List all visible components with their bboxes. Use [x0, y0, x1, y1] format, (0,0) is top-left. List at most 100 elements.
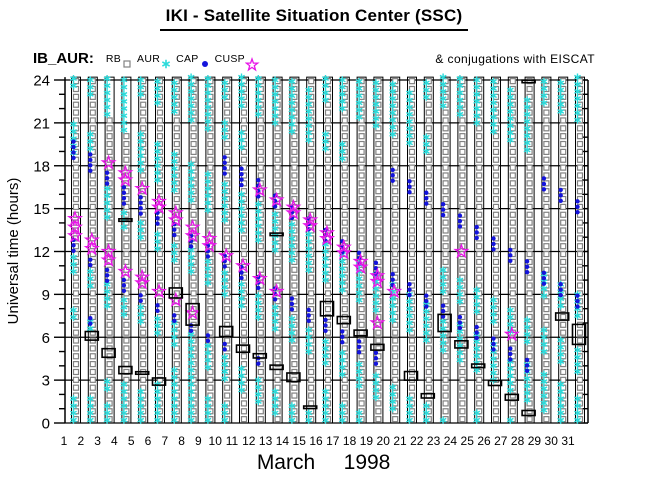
cap-markers — [256, 177, 261, 366]
day-column-22 — [420, 78, 436, 424]
aur-markers — [473, 76, 481, 424]
legend-item-cap: CAP — [176, 49, 213, 70]
day-label-13: 13 — [259, 434, 273, 448]
eiscat-conjugation-boxes — [470, 363, 486, 369]
cap-markers — [138, 195, 143, 304]
day-label-5: 5 — [128, 434, 135, 448]
y-tick-label: 18 — [33, 158, 50, 175]
cap-markers — [222, 155, 227, 352]
day-column-28 — [521, 78, 536, 423]
x-axis-labels: 1 2 3 4 5 6 7 8 9 10 11 12 13 14 15 16 17 18 19 20 21 22 23 24 2… — [61, 434, 575, 448]
cusp-markers — [184, 218, 201, 320]
day-column-7 — [167, 78, 184, 424]
eiscat-conjugation-boxes — [454, 340, 469, 349]
aur-markers — [187, 73, 195, 424]
cap-markers — [373, 260, 379, 366]
legend-label-cusp: CUSP — [214, 53, 245, 65]
cap-markers — [474, 224, 479, 341]
day-label-27: 27 — [494, 434, 508, 448]
cusp-markers — [453, 242, 470, 259]
day-label-10: 10 — [209, 434, 223, 448]
day-label-7: 7 — [161, 434, 168, 448]
aur-markers — [406, 89, 413, 424]
day-column-9 — [201, 74, 218, 424]
aur-markers — [221, 79, 229, 424]
eiscat-conjugation-boxes — [168, 287, 184, 299]
cusp-markers — [234, 257, 252, 273]
cusp-markers — [302, 211, 319, 233]
eiscat-conjugation-boxes — [437, 313, 452, 333]
cusp-markers — [335, 238, 352, 260]
cusp-markers — [134, 180, 151, 290]
x-axis-year-label: 1998 — [344, 451, 391, 474]
day-column-1 — [66, 74, 84, 424]
dataset-label: IB_AUR: — [33, 50, 94, 67]
day-column-16 — [318, 74, 336, 424]
day-column-25 — [470, 76, 486, 424]
cap-markers — [188, 233, 194, 334]
day-label-21: 21 — [393, 434, 407, 448]
day-label-28: 28 — [511, 434, 525, 448]
cap-markers — [88, 152, 93, 326]
eiscat-conjugation-boxes — [134, 370, 150, 376]
aur-markers — [322, 74, 329, 424]
day-label-23: 23 — [427, 434, 441, 448]
day-label-29: 29 — [528, 434, 542, 448]
eiscat-conjugation-boxes — [521, 79, 536, 417]
cusp-markers — [251, 181, 268, 286]
eiscat-conjugation-note: & conjugations with EISCAT — [435, 52, 595, 66]
day-label-1: 1 — [61, 434, 68, 448]
cap-markers — [239, 166, 244, 281]
aur-markers — [540, 77, 548, 414]
day-column-11 — [234, 73, 252, 423]
cusp-markers — [66, 210, 84, 243]
day-label-2: 2 — [77, 434, 84, 448]
day-boxes — [71, 76, 585, 424]
day-label-4: 4 — [111, 434, 118, 448]
day-label-9: 9 — [195, 434, 202, 448]
eiscat-conjugation-boxes — [235, 344, 251, 354]
cap-markers — [457, 213, 463, 331]
eiscat-conjugation-boxes — [504, 393, 520, 401]
cap-markers — [121, 185, 127, 294]
cap-markers — [541, 176, 547, 286]
day-column-12 — [251, 74, 268, 423]
cap-markers — [491, 236, 496, 352]
day-column-14 — [285, 77, 302, 424]
eiscat-conjugation-boxes — [302, 405, 318, 410]
aur-markers — [338, 76, 346, 424]
aur-markers — [557, 79, 565, 424]
eiscat-conjugation-boxes — [370, 343, 385, 351]
cap-markers — [575, 199, 580, 309]
aur-markers — [120, 76, 128, 424]
aur-markers — [254, 74, 262, 406]
asterisk-icon — [162, 59, 171, 69]
rb-markers — [224, 78, 231, 423]
day-column-20 — [386, 78, 403, 423]
cusp-markers — [100, 154, 117, 267]
cap-markers — [508, 247, 513, 362]
y-tick-label: 6 — [42, 330, 50, 347]
aur-markers — [271, 76, 279, 417]
y-axis-title: Universal time (hours) — [5, 178, 22, 325]
filled-circle-icon — [201, 61, 208, 67]
cap-markers — [205, 243, 211, 344]
day-label-19: 19 — [360, 434, 374, 448]
legend-item-aur: AUR — [137, 49, 174, 70]
day-label-14: 14 — [276, 434, 290, 448]
day-column-15 — [302, 78, 319, 424]
cap-markers — [424, 190, 429, 309]
cusp-markers — [117, 164, 134, 279]
day-column-2 — [83, 76, 100, 424]
y-tick-label: 15 — [33, 201, 50, 218]
eiscat-conjugation-boxes — [487, 379, 503, 387]
eiscat-conjugation-boxes — [269, 232, 284, 371]
rb-markers — [291, 78, 298, 423]
cap-markers — [172, 222, 177, 324]
day-column-13 — [268, 76, 285, 423]
cusp-markers — [386, 282, 403, 299]
open-square-icon — [123, 60, 131, 68]
day-label-3: 3 — [94, 434, 101, 448]
aur-markers — [103, 74, 111, 424]
